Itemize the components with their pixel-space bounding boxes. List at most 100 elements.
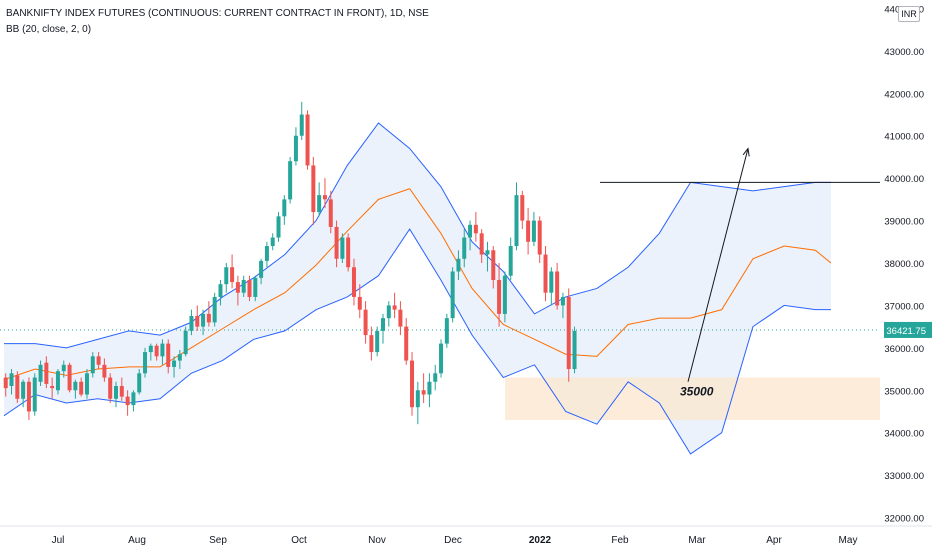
candle-body xyxy=(386,305,391,319)
candle-body xyxy=(450,271,455,319)
candle-body xyxy=(311,165,316,213)
candle-body xyxy=(102,364,107,378)
candle-body xyxy=(531,220,536,242)
price-tick-label: 43000.00 xyxy=(884,47,924,58)
candle-body xyxy=(444,318,449,344)
candle-body xyxy=(410,360,415,408)
candle-body xyxy=(572,330,577,370)
candle-body xyxy=(177,354,182,361)
candle-body xyxy=(276,216,281,238)
candle-body xyxy=(38,364,43,382)
candle-body xyxy=(363,309,368,336)
annotation-label: 35000 xyxy=(680,384,714,398)
last-price-label: 36421.75 xyxy=(886,326,926,337)
candle-body xyxy=(172,360,177,367)
price-tick-label: 37000.00 xyxy=(884,301,924,312)
price-tick-label: 36000.00 xyxy=(884,344,924,355)
indicator-legend[interactable]: BB (20, close, 2, 0) xyxy=(6,24,92,35)
candle-body xyxy=(566,296,571,370)
candle-body xyxy=(166,343,171,367)
candle-body xyxy=(543,254,548,293)
candle-body xyxy=(299,114,304,136)
candle-body xyxy=(247,279,252,297)
band-area xyxy=(4,123,831,454)
price-axis-bg xyxy=(880,0,932,550)
candle-body xyxy=(514,195,519,247)
candle-body xyxy=(230,267,235,283)
last-price-tag xyxy=(884,321,932,338)
candle-body xyxy=(334,226,339,259)
candle-body xyxy=(502,275,507,314)
target-arrow-head xyxy=(742,147,750,157)
candle-body xyxy=(427,381,432,395)
candle-body xyxy=(346,237,351,268)
bb-lower-line xyxy=(3,228,831,455)
candle-body xyxy=(44,362,49,384)
candle-body xyxy=(21,381,26,399)
candle-body xyxy=(392,305,397,310)
target-arrow-line xyxy=(687,148,749,382)
candle-body xyxy=(549,271,554,293)
candle-body xyxy=(114,386,119,399)
candle-body xyxy=(108,377,113,399)
candle-body xyxy=(218,284,223,297)
candle-body xyxy=(264,246,269,261)
time-tick-label: Dec xyxy=(444,535,462,546)
price-tick-label: 39000.00 xyxy=(884,217,924,228)
candle-body xyxy=(433,373,438,382)
price-tick-label: 35000.00 xyxy=(884,386,924,397)
candle-body xyxy=(473,224,478,234)
candle-body xyxy=(50,386,55,389)
candle-body xyxy=(293,135,298,162)
currency-badge[interactable]: INR xyxy=(898,6,920,22)
time-tick-label: Feb xyxy=(611,535,629,546)
time-tick-label: Mar xyxy=(688,535,706,546)
candle-body xyxy=(137,373,142,393)
candle-body xyxy=(131,392,136,406)
time-tick-label: 2022 xyxy=(529,535,552,546)
candle-body xyxy=(143,352,148,374)
time-tick-label: Sep xyxy=(209,535,227,546)
candle-body xyxy=(206,313,211,323)
time-tick-label: Oct xyxy=(291,535,307,546)
candle-body xyxy=(73,381,78,391)
candle-body xyxy=(369,335,374,353)
bb-upper-line xyxy=(4,122,831,349)
time-tick-label: Jul xyxy=(52,535,65,546)
candle-body xyxy=(357,296,362,310)
candle-body xyxy=(555,271,560,306)
candle-body xyxy=(421,390,426,395)
candle-body xyxy=(241,279,246,293)
support-zone-box xyxy=(505,377,880,420)
price-tick-label: 41000.00 xyxy=(884,132,924,143)
candle-body xyxy=(125,396,130,406)
candle-body xyxy=(456,258,461,272)
candle-body xyxy=(328,199,333,227)
candle-body xyxy=(96,356,101,365)
price-axis: 44000.0043000.0042000.0041000.0040000.00… xyxy=(880,0,932,550)
candle-body xyxy=(154,345,159,357)
candle-body xyxy=(195,316,200,327)
candle-body xyxy=(317,195,322,213)
candle-body xyxy=(415,390,420,408)
candle-body xyxy=(259,260,264,278)
price-tick-label: 42000.00 xyxy=(884,89,924,100)
support-zone xyxy=(0,329,880,420)
candle-body xyxy=(322,195,327,200)
candle-body xyxy=(183,330,188,355)
candle-body xyxy=(160,343,165,357)
candle-body xyxy=(189,316,194,331)
price-tick-label: 38000.00 xyxy=(884,259,924,270)
candle-body xyxy=(79,381,84,395)
candle-body xyxy=(55,371,60,391)
price-tick-label: 40000.00 xyxy=(884,174,924,185)
time-tick-label: Apr xyxy=(766,535,782,546)
time-tick-label: Aug xyxy=(128,535,146,546)
candle-body xyxy=(398,309,403,327)
candle-body xyxy=(235,282,240,293)
candle-body xyxy=(253,277,258,297)
candle-body xyxy=(520,195,525,221)
candle-body xyxy=(479,233,484,255)
candle-body xyxy=(15,375,20,399)
